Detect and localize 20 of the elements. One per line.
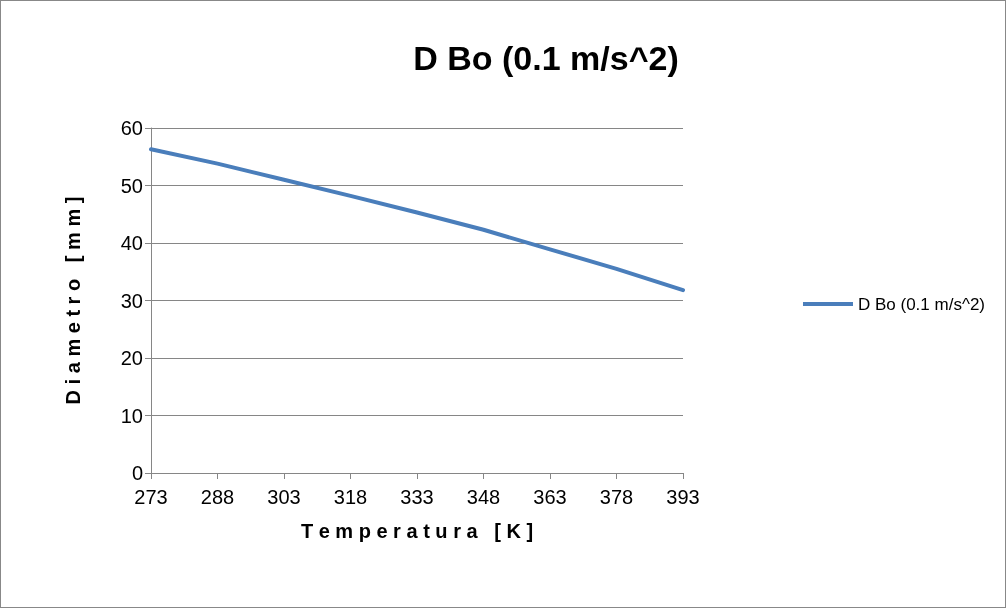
y-tick-label: 50 bbox=[120, 174, 143, 197]
y-tick-label: 20 bbox=[120, 347, 143, 369]
x-tick-label: 288 bbox=[200, 486, 235, 508]
x-tick-label: 378 bbox=[599, 486, 634, 508]
x-tick-label: 363 bbox=[533, 486, 567, 508]
x-axis-title: T e m p e r a t u r a [ K ] bbox=[300, 520, 534, 542]
x-tick-label: 318 bbox=[333, 486, 368, 508]
chart-title: D Bo (0.1 m/s^2) bbox=[413, 39, 679, 77]
y-tick-label: 10 bbox=[120, 404, 143, 427]
x-tick-label: 273 bbox=[134, 486, 168, 508]
legend-label: D Bo (0.1 m/s^2) bbox=[857, 294, 986, 314]
y-tick-label: 40 bbox=[120, 232, 143, 254]
y-tick-label: 60 bbox=[120, 117, 143, 139]
x-tick-label: 333 bbox=[400, 486, 434, 508]
y-axis-title: D i a m e t r o [ m m ] bbox=[62, 196, 84, 405]
y-tick-label: 0 bbox=[131, 462, 143, 484]
x-tick-label: 303 bbox=[267, 486, 301, 508]
x-tick-label: 348 bbox=[466, 486, 501, 508]
x-tick-label: 393 bbox=[666, 486, 700, 508]
y-tick-label: 30 bbox=[120, 289, 143, 312]
